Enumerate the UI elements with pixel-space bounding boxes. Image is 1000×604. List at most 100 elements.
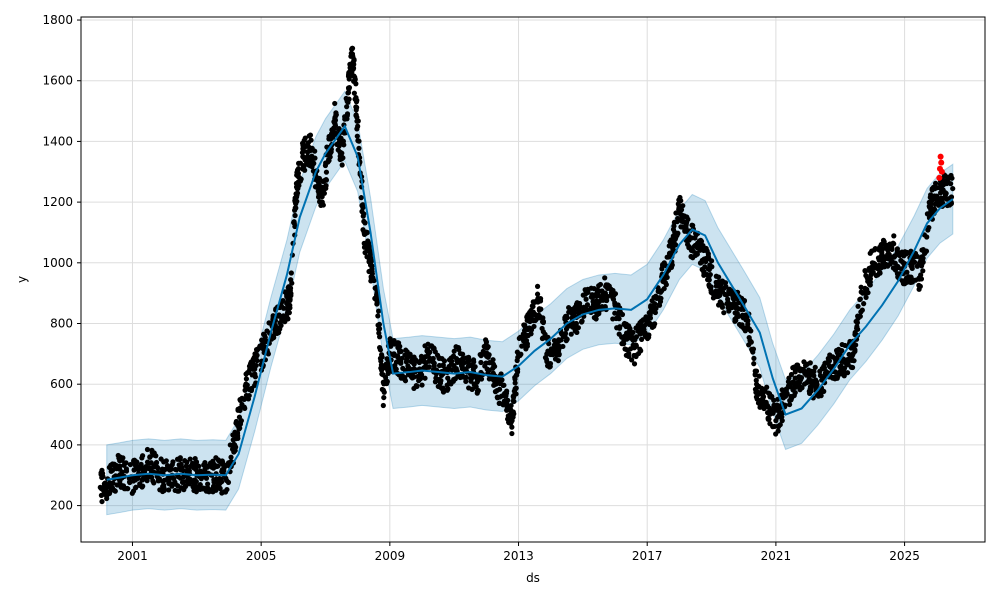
observed-point	[756, 391, 762, 397]
observed-point	[891, 254, 897, 260]
observed-point	[208, 460, 214, 466]
observed-point	[832, 356, 838, 362]
observed-point	[364, 240, 370, 247]
observed-point	[346, 96, 352, 102]
observed-point	[149, 447, 155, 453]
observed-point	[266, 320, 272, 326]
observed-point	[237, 407, 243, 414]
observed-point	[245, 396, 252, 402]
recent-point	[938, 159, 945, 166]
observed-point	[528, 315, 534, 321]
observed-point	[839, 348, 845, 354]
observed-point	[716, 302, 722, 308]
observed-point	[137, 481, 143, 487]
forecast-line-layer	[106, 124, 954, 481]
observed-point	[108, 468, 114, 474]
observed-point	[294, 169, 300, 176]
observed-point	[246, 363, 253, 369]
observed-point	[403, 347, 409, 353]
observed-point	[332, 100, 338, 107]
observed-point	[486, 352, 492, 358]
observed-point	[537, 313, 543, 319]
observed-point	[756, 373, 762, 379]
observed-point	[349, 46, 355, 52]
observed-point	[639, 336, 645, 342]
observed-point	[622, 346, 628, 352]
observed-point	[729, 304, 735, 311]
observed-point	[355, 118, 361, 124]
observed-point	[619, 341, 625, 347]
observed-point	[346, 71, 352, 78]
observed-point	[708, 258, 715, 264]
observed-point	[492, 363, 498, 370]
observed-point	[852, 329, 858, 336]
observed-point	[103, 485, 109, 491]
observed-point	[908, 277, 914, 283]
observed-point	[748, 328, 754, 334]
observed-point	[139, 453, 146, 459]
x-axis-ticks: 2001 2005 2009 2013 2017 2021 2025	[117, 542, 920, 563]
observed-point	[341, 130, 347, 136]
x-tick-label: 2021	[761, 549, 792, 563]
observed-point	[224, 486, 230, 493]
observed-point	[908, 260, 914, 266]
recent-point	[937, 153, 944, 160]
observed-point	[353, 112, 359, 119]
y-tick-label: 400	[50, 438, 73, 452]
observed-point	[943, 190, 949, 197]
observed-point	[733, 317, 739, 323]
observed-point	[355, 123, 361, 129]
observed-point	[307, 148, 313, 154]
observed-point	[646, 310, 652, 316]
observed-point	[470, 357, 477, 363]
observed-point	[284, 300, 290, 306]
observed-point	[653, 293, 659, 299]
observed-point	[393, 366, 399, 372]
observed-point	[901, 253, 907, 259]
observed-point	[534, 291, 541, 297]
observed-point	[189, 478, 196, 484]
observed-point	[376, 308, 382, 314]
observed-point	[534, 283, 541, 289]
observed-point	[934, 185, 940, 191]
observed-point	[276, 312, 282, 318]
observed-point	[369, 275, 375, 282]
observed-point	[323, 169, 330, 175]
observed-point	[705, 253, 711, 259]
y-tick-label: 1200	[42, 195, 73, 209]
observed-point	[288, 270, 294, 276]
observed-point	[233, 444, 239, 450]
observed-point	[510, 414, 516, 420]
observed-point	[359, 208, 365, 215]
observed-point	[811, 373, 817, 379]
observed-point	[861, 301, 867, 307]
observed-point	[868, 264, 874, 271]
observed-point	[926, 224, 932, 231]
observed-point	[242, 405, 248, 411]
observed-point	[287, 285, 294, 291]
y-tick-label: 1000	[42, 256, 73, 270]
observed-point	[658, 289, 664, 295]
observed-point	[326, 133, 332, 140]
observed-point	[809, 368, 815, 374]
observed-point	[489, 376, 496, 382]
observed-point	[584, 302, 591, 308]
observed-point	[107, 484, 113, 491]
observed-point	[606, 283, 612, 289]
observed-point	[445, 386, 451, 392]
observed-point	[530, 303, 536, 310]
observed-point	[111, 461, 117, 467]
observed-point	[666, 250, 673, 256]
observed-point	[215, 463, 221, 469]
observed-point	[914, 263, 920, 269]
observed-point	[631, 361, 638, 367]
observed-point	[872, 261, 878, 267]
observed-point	[735, 306, 741, 312]
observed-point	[595, 302, 601, 308]
observed-point	[509, 430, 515, 437]
observed-point	[294, 198, 300, 204]
observed-point	[302, 144, 308, 150]
observed-point	[376, 330, 382, 336]
observed-point	[469, 362, 475, 369]
observed-point	[726, 308, 732, 314]
